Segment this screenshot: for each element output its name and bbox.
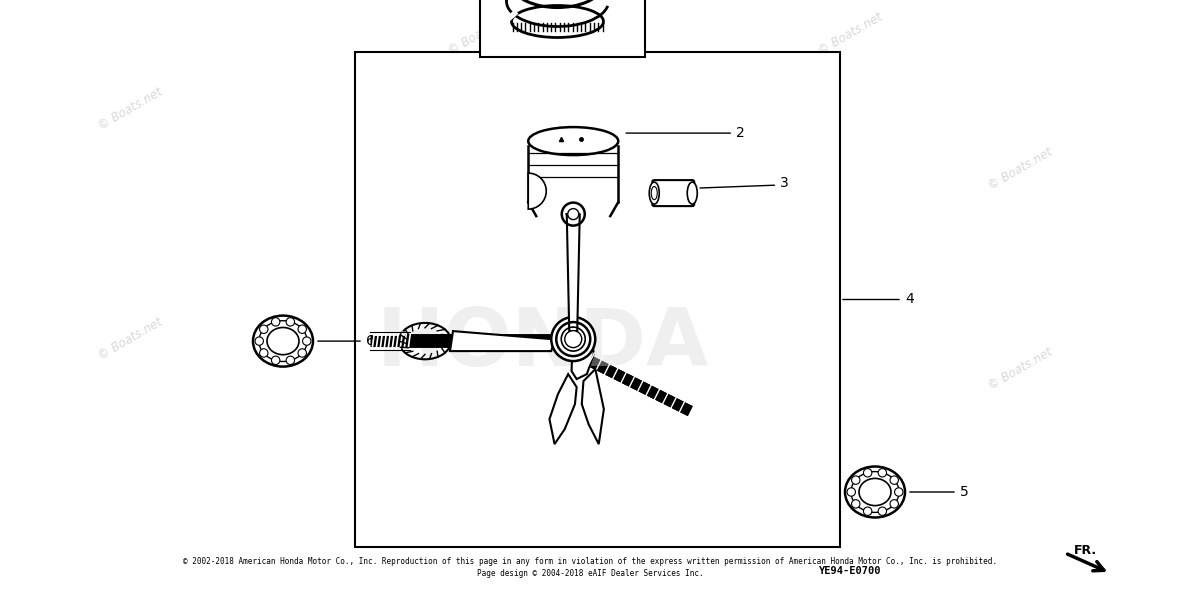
- Bar: [480, 0, 645, 57]
- Circle shape: [852, 476, 860, 484]
- Circle shape: [864, 507, 872, 515]
- Polygon shape: [550, 374, 577, 444]
- Text: 6: 6: [366, 334, 375, 348]
- Circle shape: [271, 356, 280, 365]
- Circle shape: [562, 327, 585, 351]
- Text: © 2002-2018 American Honda Motor Co., Inc. Reproduction of this page in any form: © 2002-2018 American Honda Motor Co., In…: [183, 557, 997, 565]
- Circle shape: [271, 317, 280, 326]
- Text: Page design © 2004-2018 eAIF Dealer Services Inc.: Page design © 2004-2018 eAIF Dealer Serv…: [477, 568, 703, 577]
- Circle shape: [286, 317, 295, 326]
- Ellipse shape: [529, 127, 618, 155]
- Ellipse shape: [845, 466, 905, 518]
- Ellipse shape: [859, 478, 891, 505]
- Text: 4: 4: [905, 293, 913, 306]
- Polygon shape: [571, 329, 594, 379]
- Circle shape: [565, 330, 582, 348]
- Circle shape: [890, 476, 898, 484]
- Circle shape: [878, 469, 886, 477]
- Circle shape: [551, 317, 595, 361]
- Text: © Boats.net: © Boats.net: [96, 315, 164, 363]
- Circle shape: [878, 507, 886, 515]
- Circle shape: [556, 322, 590, 356]
- Circle shape: [260, 349, 268, 357]
- Wedge shape: [529, 173, 546, 209]
- Circle shape: [255, 337, 263, 345]
- Ellipse shape: [651, 187, 657, 200]
- Bar: [355, 52, 840, 547]
- Circle shape: [260, 325, 268, 333]
- Polygon shape: [566, 214, 579, 331]
- Ellipse shape: [253, 316, 313, 366]
- Text: © Boats.net: © Boats.net: [985, 145, 1055, 193]
- Circle shape: [894, 488, 903, 496]
- FancyBboxPatch shape: [653, 180, 694, 206]
- Circle shape: [864, 469, 872, 477]
- Circle shape: [890, 499, 898, 508]
- Text: YE94-E0700: YE94-E0700: [819, 566, 881, 576]
- Ellipse shape: [687, 182, 697, 204]
- Text: 2: 2: [736, 126, 745, 140]
- Polygon shape: [450, 331, 556, 351]
- Ellipse shape: [258, 320, 307, 362]
- Circle shape: [852, 499, 860, 508]
- Polygon shape: [582, 369, 604, 444]
- Circle shape: [299, 325, 307, 333]
- Circle shape: [299, 349, 307, 357]
- Text: © Boats.net: © Boats.net: [815, 11, 884, 58]
- Circle shape: [568, 209, 578, 220]
- Text: © Boats.net: © Boats.net: [96, 85, 164, 133]
- Text: 3: 3: [780, 176, 789, 190]
- Circle shape: [847, 488, 856, 496]
- Ellipse shape: [851, 472, 899, 512]
- Circle shape: [562, 203, 585, 226]
- Ellipse shape: [649, 182, 660, 204]
- Text: FR.: FR.: [1074, 544, 1096, 558]
- Text: © Boats.net: © Boats.net: [985, 345, 1055, 393]
- Text: 5: 5: [961, 485, 969, 499]
- Circle shape: [562, 327, 585, 351]
- Text: © Boats.net: © Boats.net: [446, 11, 514, 58]
- Ellipse shape: [267, 327, 299, 355]
- Circle shape: [302, 337, 312, 345]
- Text: HONDA: HONDA: [378, 305, 709, 383]
- Circle shape: [286, 356, 295, 365]
